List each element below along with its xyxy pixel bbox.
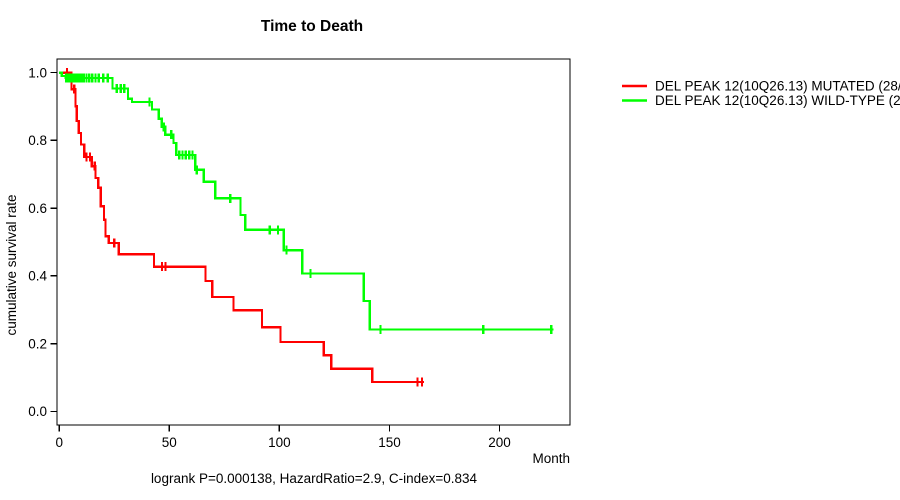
y-axis-ticks: 0.0 0.2 0.4 0.6 0.8 1.0 [28, 65, 57, 419]
x-tick-label: 50 [162, 435, 177, 450]
y-tick-label: 0.4 [28, 269, 47, 284]
survival-curves [59, 68, 554, 387]
y-tick-label: 0.0 [28, 404, 47, 419]
y-tick-label: 1.0 [28, 65, 47, 80]
stats-annotation: logrank P=0.000138, HazardRatio=2.9, C-i… [151, 471, 478, 486]
x-axis-ticks: 0 50 100 150 200 [55, 425, 511, 450]
x-tick-label: 200 [488, 435, 511, 450]
survival-curve-wildtype [59, 71, 554, 331]
x-tick-label: 0 [55, 435, 63, 450]
x-axis-label: Month [532, 451, 570, 466]
y-tick-label: 0.2 [28, 336, 47, 351]
x-tick-label: 100 [268, 435, 291, 450]
survival-curve-mutated [59, 71, 424, 384]
plot-frame [56, 58, 571, 426]
legend-label-wildtype: DEL PEAK 12(10Q26.13) WILD-TYPE (20/10 [655, 93, 900, 108]
y-tick-label: 0.6 [28, 201, 47, 216]
legend: DEL PEAK 12(10Q26.13) MUTATED (28/45) DE… [622, 79, 900, 108]
y-axis-label: cumulative survival rate [4, 194, 19, 335]
y-tick-label: 0.8 [28, 133, 47, 148]
chart-title: Time to Death [261, 18, 363, 35]
legend-label-mutated: DEL PEAK 12(10Q26.13) MUTATED (28/45) [655, 79, 900, 94]
x-tick-label: 150 [378, 435, 401, 450]
